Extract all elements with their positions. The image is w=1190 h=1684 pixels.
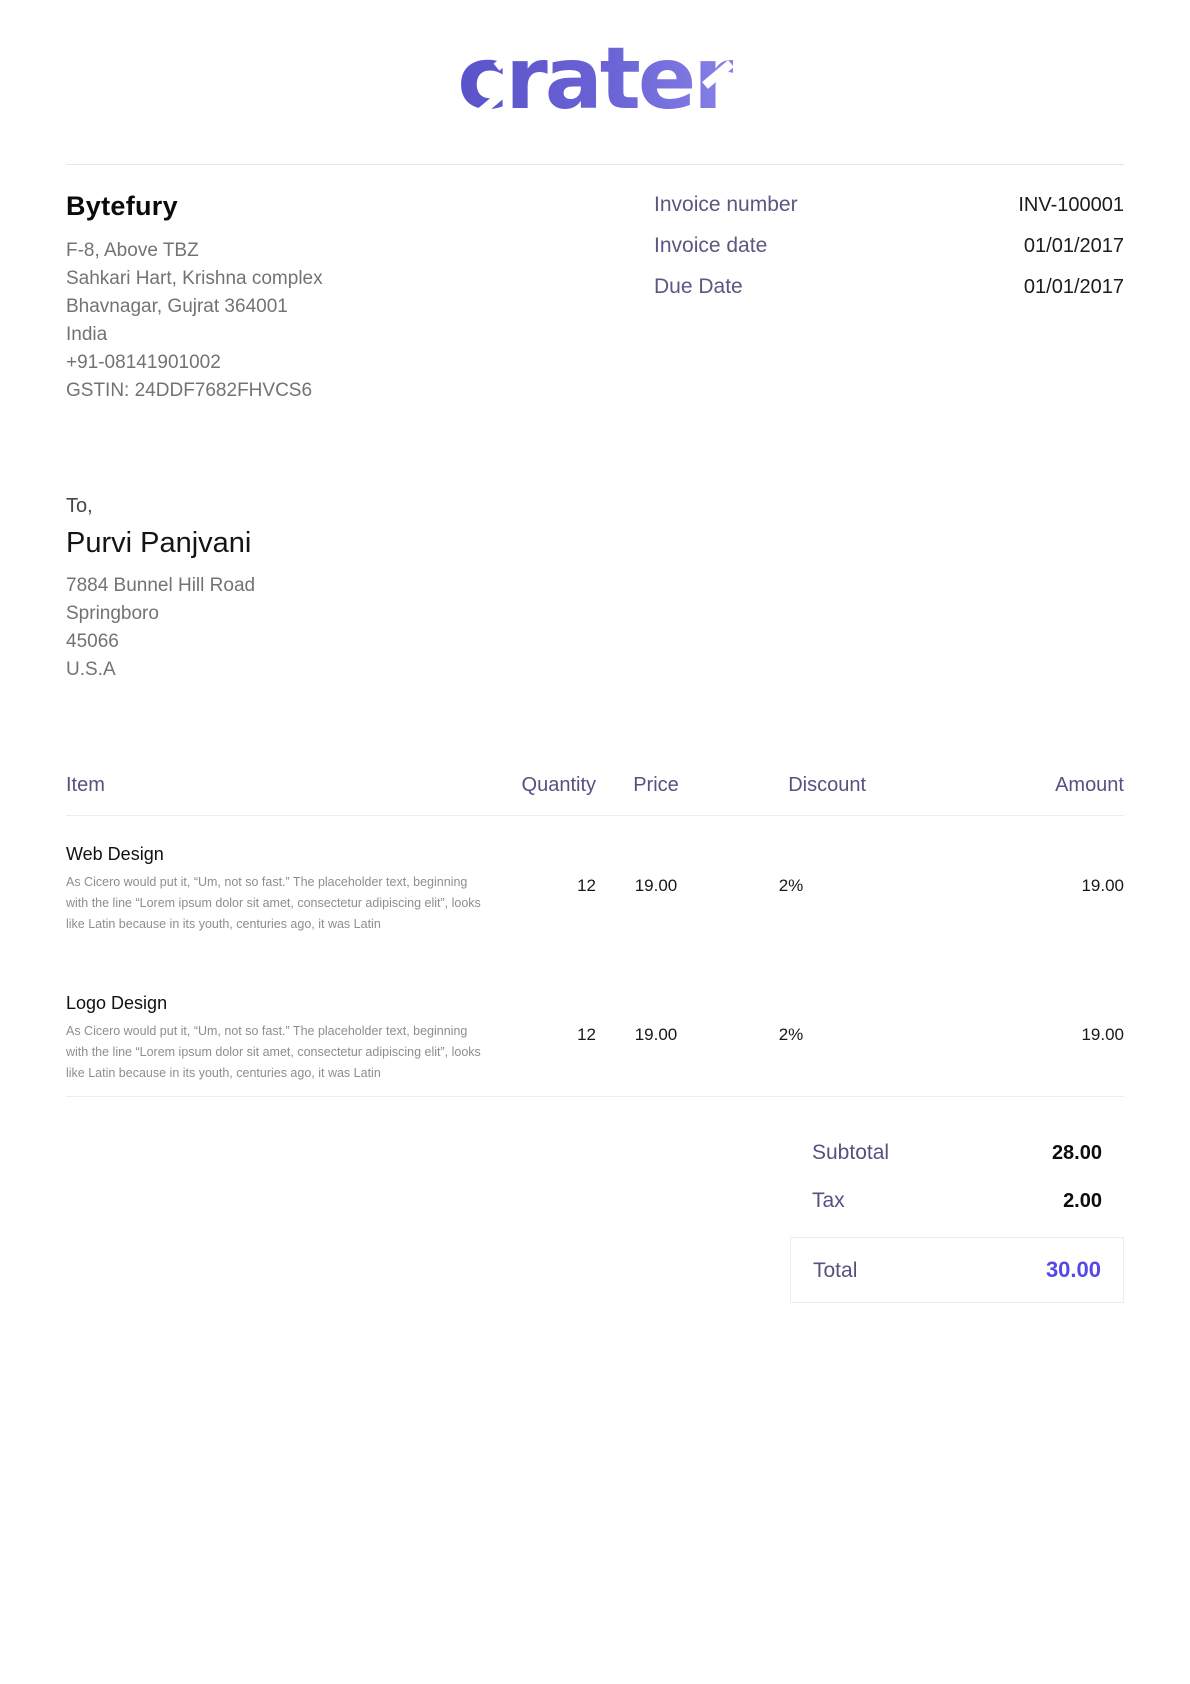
item-discount: 2%	[778, 876, 804, 895]
item-description-line: with the line “Lorem ipsum dolor sit ame…	[66, 1045, 481, 1059]
crater-logo: crater	[457, 36, 734, 122]
tax-value: 2.00	[1063, 1190, 1102, 1212]
items-table: Item Quantity Price Discount Amount Web …	[66, 774, 1124, 1097]
item-description-line: like Latin because in its youth, centuri…	[66, 917, 381, 931]
customer-address-line: 7884 Bunnel Hill Road	[66, 575, 256, 596]
item-description-line: with the line “Lorem ipsum dolor sit ame…	[66, 896, 481, 910]
subtotal-value: 28.00	[1051, 1142, 1102, 1164]
item-cell: Web Design As Cicero would put it, “Um, …	[66, 844, 496, 935]
subtotal-label: Subtotal	[812, 1141, 890, 1164]
company-address-line: Bhavnagar, Gujrat 364001	[66, 296, 288, 317]
crater-logo-text: crater	[457, 29, 733, 129]
tax-row: Tax 2.00	[790, 1189, 1124, 1213]
column-header-price: Price	[633, 774, 679, 796]
logo-header: crater	[66, 0, 1124, 122]
table-bottom-divider	[66, 1096, 1124, 1097]
subtotal-row: Subtotal 28.00	[790, 1141, 1124, 1165]
bill-to-section: To, Purvi Panjvani 7884 Bunnel Hill Road…	[66, 495, 1124, 684]
item-quantity: 12	[577, 876, 596, 895]
company-address-line: India	[66, 324, 108, 345]
invoice-number-label: Invoice number	[654, 193, 798, 216]
total-value: 30.00	[1045, 1257, 1101, 1282]
item-description-line: As Cicero would put it, “Um, not so fast…	[66, 1024, 468, 1038]
company-block: Bytefury F-8, Above TBZ Sahkari Hart, Kr…	[66, 191, 323, 405]
item-price: 19.00	[634, 876, 678, 895]
invoice-date-label: Invoice date	[654, 234, 768, 257]
invoice-number-value: INV-100001	[1018, 194, 1124, 216]
invoice-date-row: Invoice date 01/01/2017	[654, 234, 1124, 258]
column-header-discount: Discount	[788, 774, 866, 796]
company-gstin: GSTIN: 24DDF7682FHVCS6	[66, 380, 313, 401]
invoice-number-row: Invoice number INV-100001	[654, 193, 1124, 217]
grand-total-box: Total 30.00	[790, 1237, 1124, 1303]
invoice-document: crater Bytefury F-8, Above TBZ Sahkari H…	[66, 0, 1124, 1303]
header-divider	[66, 164, 1124, 165]
item-name: Web Design	[66, 844, 164, 864]
due-date-label: Due Date	[654, 275, 743, 298]
item-description-line: As Cicero would put it, “Um, not so fast…	[66, 875, 468, 889]
company-address-line: Sahkari Hart, Krishna complex	[66, 268, 323, 289]
table-row: Web Design As Cicero would put it, “Um, …	[66, 816, 1124, 935]
item-cell: Logo Design As Cicero would put it, “Um,…	[66, 993, 496, 1084]
bill-to-prefix: To,	[66, 495, 93, 517]
column-header-amount: Amount	[1055, 774, 1124, 796]
due-date-value: 01/01/2017	[1023, 276, 1124, 298]
invoice-header-section: Bytefury F-8, Above TBZ Sahkari Hart, Kr…	[66, 191, 1124, 405]
item-description: As Cicero would put it, “Um, not so fast…	[66, 872, 491, 935]
item-name: Logo Design	[66, 993, 168, 1013]
customer-address-line: 45066	[66, 631, 119, 652]
company-phone: +91-08141901002	[66, 352, 221, 373]
item-price: 19.00	[634, 1025, 678, 1044]
company-name: Bytefury	[66, 191, 178, 221]
item-description-line: like Latin because in its youth, centuri…	[66, 1066, 381, 1080]
item-amount: 19.00	[1081, 1025, 1124, 1044]
items-table-header: Item Quantity Price Discount Amount	[66, 774, 1124, 816]
customer-address-line: U.S.A	[66, 659, 116, 680]
item-quantity: 12	[577, 1025, 596, 1044]
item-description: As Cicero would put it, “Um, not so fast…	[66, 1021, 491, 1084]
customer-address: 7884 Bunnel Hill Road Springboro 45066 U…	[66, 572, 1124, 684]
customer-name: Purvi Panjvani	[66, 527, 252, 559]
column-header-item: Item	[66, 774, 105, 796]
item-amount: 19.00	[1081, 876, 1124, 895]
total-label: Total	[813, 1259, 858, 1282]
totals-section: Subtotal 28.00 Tax 2.00 Total 30.00	[790, 1141, 1124, 1303]
invoice-meta-block: Invoice number INV-100001 Invoice date 0…	[654, 191, 1124, 405]
table-row: Logo Design As Cicero would put it, “Um,…	[66, 965, 1124, 1084]
column-header-quantity: Quantity	[521, 774, 596, 796]
tax-label: Tax	[812, 1189, 845, 1212]
due-date-row: Due Date 01/01/2017	[654, 275, 1124, 299]
item-discount: 2%	[778, 1025, 804, 1044]
invoice-date-value: 01/01/2017	[1023, 235, 1124, 257]
customer-address-line: Springboro	[66, 603, 159, 624]
company-address: F-8, Above TBZ Sahkari Hart, Krishna com…	[66, 237, 323, 405]
company-address-line: F-8, Above TBZ	[66, 240, 199, 261]
